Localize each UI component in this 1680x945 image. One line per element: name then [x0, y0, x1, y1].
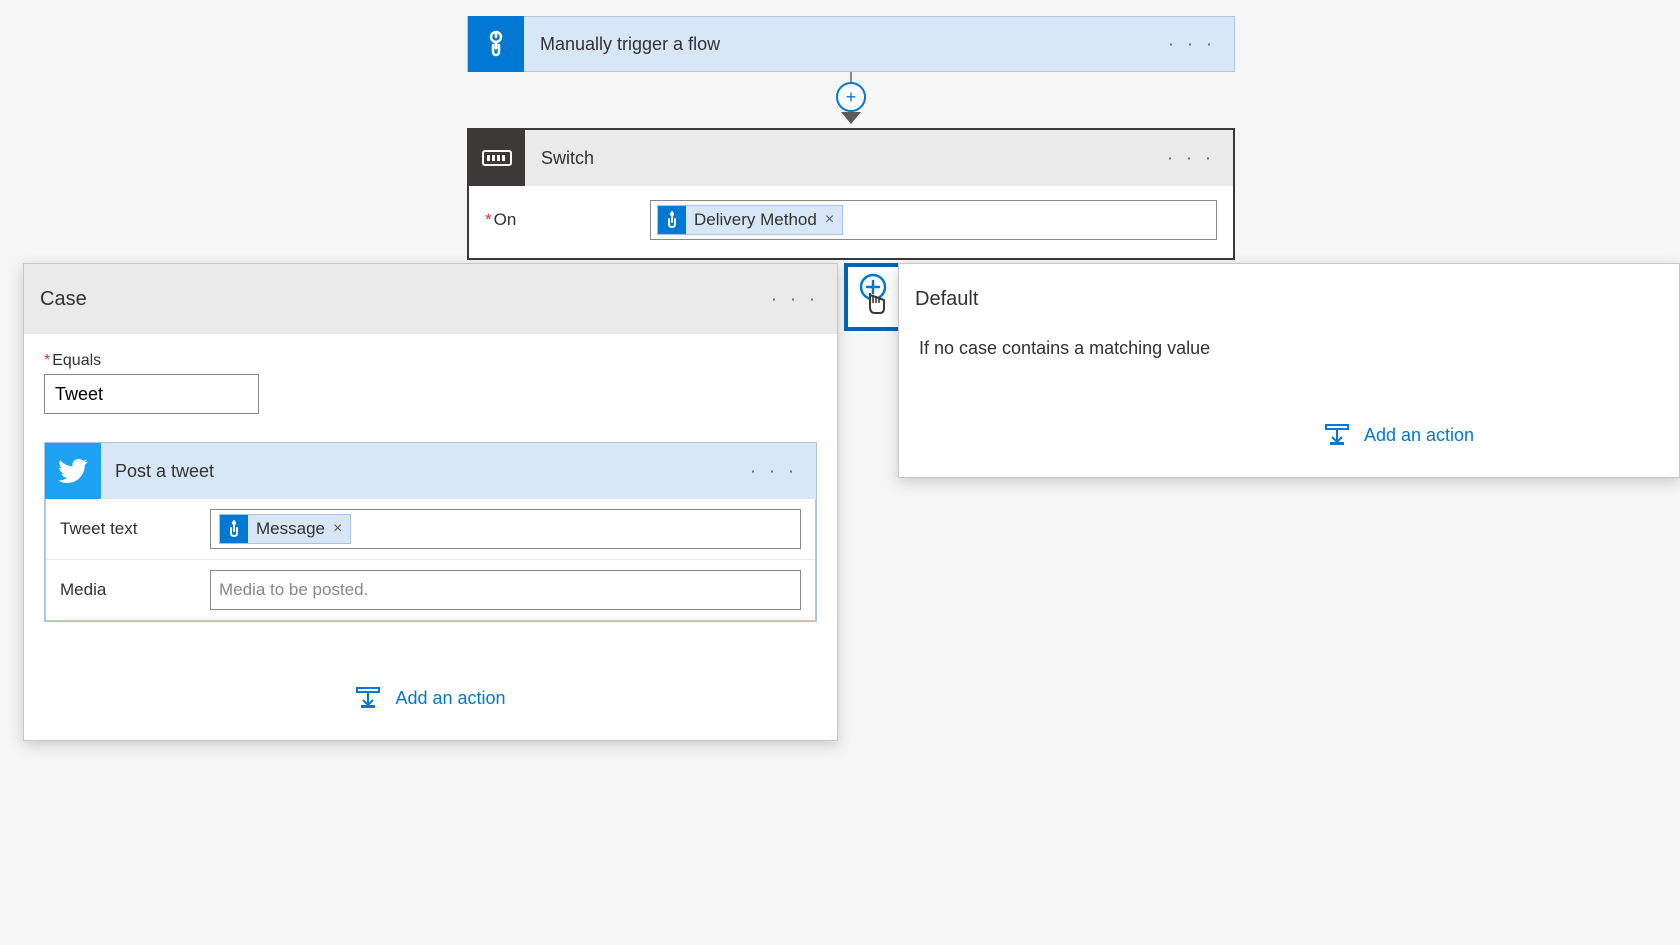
- default-title: Default: [915, 288, 978, 311]
- case-card: Case · · · *Equals Post a tweet · · · Tw…: [23, 263, 838, 741]
- token-delivery-method[interactable]: Delivery Method ×: [657, 205, 843, 235]
- token-icon: [220, 515, 248, 543]
- case-header[interactable]: Case · · ·: [24, 264, 837, 334]
- arrowhead-icon: [841, 112, 861, 124]
- required-marker: *: [44, 352, 50, 369]
- switch-on-input[interactable]: Delivery Method ×: [650, 200, 1217, 240]
- token-label: Message: [256, 519, 325, 539]
- switch-card: Switch · · · *On Delivery Method ×: [467, 128, 1235, 260]
- add-action-label: Add an action: [1364, 425, 1474, 446]
- add-action-icon: [355, 686, 381, 710]
- default-add-action-button[interactable]: Add an action: [1139, 423, 1659, 447]
- switch-header[interactable]: Switch · · ·: [469, 130, 1233, 186]
- default-header[interactable]: Default: [899, 264, 1679, 334]
- case-add-action-button[interactable]: Add an action: [44, 686, 817, 710]
- media-label: Media: [60, 580, 210, 600]
- add-action-icon: [1324, 423, 1350, 447]
- equals-label: *Equals: [44, 352, 817, 370]
- twitter-icon: [45, 443, 101, 499]
- add-case-icon: [853, 273, 893, 321]
- tweet-action-header[interactable]: Post a tweet · · ·: [45, 443, 816, 499]
- switch-on-label: *On: [485, 210, 650, 230]
- case-title: Case: [40, 288, 87, 311]
- trigger-menu[interactable]: · · ·: [1168, 34, 1216, 55]
- add-step-button[interactable]: +: [836, 82, 866, 112]
- token-message[interactable]: Message ×: [219, 514, 351, 544]
- media-placeholder: Media to be posted.: [219, 580, 368, 600]
- switch-body: *On Delivery Method ×: [469, 186, 1233, 258]
- add-action-label: Add an action: [395, 688, 505, 709]
- tweet-text-label: Tweet text: [60, 519, 210, 539]
- token-label: Delivery Method: [694, 210, 817, 230]
- tweet-text-row: Tweet text Message ×: [46, 499, 815, 559]
- token-remove[interactable]: ×: [333, 520, 342, 538]
- tweet-action-title: Post a tweet: [115, 461, 214, 482]
- token-remove[interactable]: ×: [825, 211, 834, 229]
- add-case-button[interactable]: [844, 263, 902, 331]
- case-menu[interactable]: · · ·: [771, 289, 819, 310]
- tweet-action-menu[interactable]: · · ·: [750, 461, 798, 482]
- trigger-title: Manually trigger a flow: [540, 34, 720, 55]
- trigger-card[interactable]: Manually trigger a flow · · ·: [467, 16, 1235, 72]
- required-marker: *: [485, 210, 492, 229]
- media-input[interactable]: Media to be posted.: [210, 570, 801, 610]
- switch-title: Switch: [541, 148, 594, 169]
- plus-icon: +: [846, 87, 857, 108]
- token-icon: [658, 206, 686, 234]
- switch-menu[interactable]: · · ·: [1167, 148, 1215, 169]
- tweet-action-card: Post a tweet · · · Tweet text Message ×: [44, 442, 817, 622]
- media-row: Media Media to be posted.: [46, 559, 815, 620]
- equals-input[interactable]: [44, 374, 259, 414]
- default-description: If no case contains a matching value: [919, 338, 1659, 359]
- switch-icon: [469, 130, 525, 186]
- tweet-text-input[interactable]: Message ×: [210, 509, 801, 549]
- default-card: Default If no case contains a matching v…: [898, 263, 1680, 478]
- manual-trigger-icon: [468, 16, 524, 72]
